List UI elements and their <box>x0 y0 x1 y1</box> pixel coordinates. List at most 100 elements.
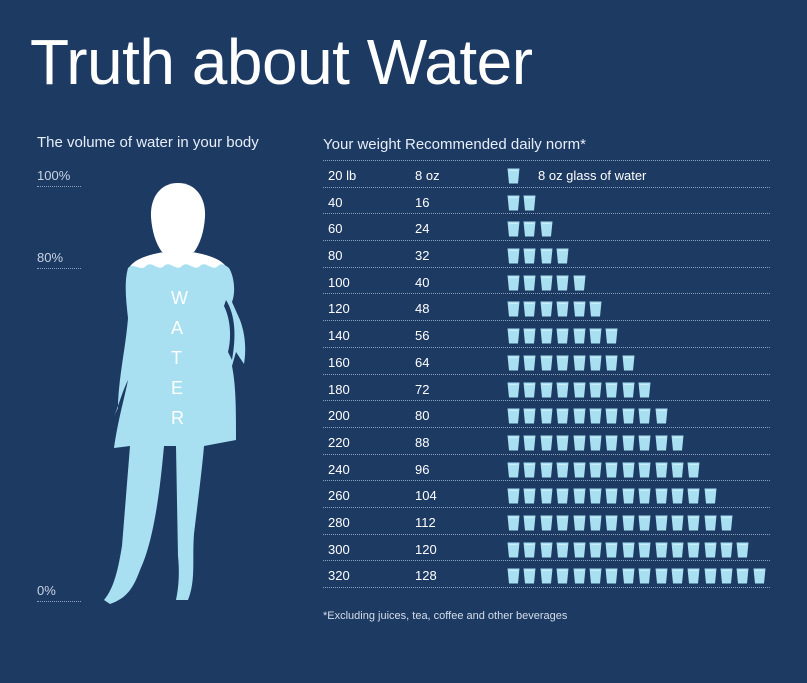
weight-value: 240 <box>328 461 350 477</box>
glass-icon <box>573 488 586 504</box>
glass-icon <box>540 568 553 584</box>
daily-norm-value: 64 <box>415 354 430 370</box>
glass-icon <box>605 488 618 504</box>
glass-icon <box>523 408 536 424</box>
glasses-group <box>507 248 573 264</box>
water-letter-e: E <box>171 378 183 398</box>
glass-icon <box>573 382 586 397</box>
glass-icon <box>507 515 520 531</box>
glasses-group <box>507 301 605 317</box>
daily-norm-value: 120 <box>415 541 437 557</box>
weight-value: 100 <box>328 274 350 290</box>
glass-icon <box>622 488 635 504</box>
table-row: 100 40 <box>323 268 770 295</box>
woman-silhouette-figure: W A T E R <box>104 183 246 604</box>
upper-body-white <box>128 236 228 270</box>
glass-icon <box>589 515 602 531</box>
glass-icon <box>704 568 717 584</box>
glass-icon <box>573 301 586 317</box>
percent-label-100: 100% <box>37 168 81 187</box>
glass-icon <box>671 488 684 504</box>
footnote: *Excluding juices, tea, coffee and other… <box>323 610 568 622</box>
glass-icon <box>736 568 749 584</box>
glass-icon <box>507 462 520 478</box>
glasses-group <box>507 568 769 584</box>
glass-icon <box>556 355 569 371</box>
table-row: 160 64 <box>323 348 770 375</box>
daily-norm-value: 104 <box>415 488 437 504</box>
glass-icon <box>687 488 700 504</box>
body-water-shape <box>104 264 246 604</box>
daily-norm-value: 8 oz <box>415 168 440 183</box>
glass-icon <box>589 568 602 584</box>
glass-icon <box>507 542 520 558</box>
water-letter-a: A <box>171 318 183 338</box>
glass-icon <box>638 462 651 478</box>
glass-icon <box>720 568 733 584</box>
glasses-group <box>507 408 671 424</box>
glass-icon <box>704 515 717 531</box>
glass-icon <box>507 382 520 397</box>
glass-icon <box>556 301 569 317</box>
glasses-group <box>507 462 704 478</box>
glass-icon <box>573 515 586 531</box>
glass-icon <box>638 435 651 451</box>
glass-icon <box>622 542 635 558</box>
daily-norm-value: 80 <box>415 408 430 424</box>
glass-icon <box>622 355 635 371</box>
glass-icon <box>655 408 668 424</box>
glass-icon <box>540 221 553 237</box>
weight-value: 260 <box>328 488 350 504</box>
daily-norm-value: 56 <box>415 328 430 344</box>
glass-icon <box>573 355 586 371</box>
glass-icon <box>622 382 635 397</box>
table-row: 320 128 <box>323 561 770 588</box>
glass-icon <box>655 515 668 531</box>
glass-icon <box>507 195 520 211</box>
glass-icon <box>556 435 569 451</box>
glass-icon <box>655 435 668 451</box>
glass-icon <box>687 568 700 584</box>
daily-norm-value: 48 <box>415 301 430 317</box>
glass-icon <box>523 275 536 291</box>
glass-icon <box>523 355 536 371</box>
glasses-group <box>507 542 753 558</box>
glass-icon <box>573 542 586 558</box>
glass-icon <box>622 515 635 531</box>
glass-icon <box>507 248 520 264</box>
glass-icon <box>540 515 553 531</box>
glass-icon <box>753 568 766 584</box>
glass-icon <box>687 462 700 478</box>
daily-norm-value: 32 <box>415 248 430 264</box>
glass-icon <box>638 488 651 504</box>
glass-icon <box>507 355 520 371</box>
glass-icon <box>605 328 618 344</box>
glass-icon <box>523 382 536 397</box>
weight-value: 220 <box>328 434 350 450</box>
glass-icon <box>671 435 684 451</box>
glass-legend-label: 8 oz glass of water <box>538 168 647 183</box>
glass-icon <box>638 515 651 531</box>
glass-icon <box>523 488 536 504</box>
glass-icon <box>540 488 553 504</box>
glasses-group <box>507 275 589 291</box>
glass-icon <box>589 435 602 451</box>
glass-icon <box>523 248 536 264</box>
glass-icon <box>540 542 553 558</box>
body-water-heading: The volume of water in your body <box>37 134 259 151</box>
glass-icon <box>540 462 553 478</box>
percent-label-0: 0% <box>37 583 81 602</box>
glass-icon <box>573 408 586 424</box>
glass-icon <box>589 542 602 558</box>
weight-value: 40 <box>328 194 343 210</box>
table-row: 200 80 <box>323 401 770 428</box>
glass-icon <box>507 221 520 237</box>
glass-icon <box>556 568 569 584</box>
glass-icon <box>720 542 733 558</box>
glass-icon <box>589 355 602 371</box>
glass-icon <box>573 568 586 584</box>
water-letter-w: W <box>171 288 188 308</box>
glass-icon <box>556 248 569 264</box>
glass-icon <box>540 248 553 264</box>
arm-gap <box>224 300 235 360</box>
